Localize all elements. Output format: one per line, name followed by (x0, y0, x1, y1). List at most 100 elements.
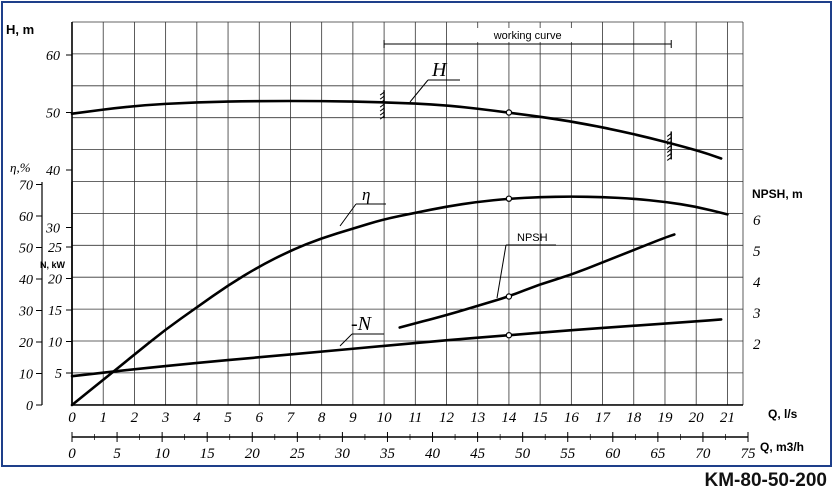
npsh-tick-label: 6 (753, 213, 761, 229)
working-limit-hatch (379, 103, 385, 108)
q-ls-tick-label: 13 (470, 410, 485, 426)
working-limit-hatch (379, 115, 385, 120)
q-m3h-tick-label: 25 (290, 446, 306, 462)
q-ls-tick-label: 9 (349, 410, 357, 426)
operating-point-marker (505, 109, 513, 116)
q-ls-tick-label: 8 (318, 410, 326, 426)
q-ls-tick-label: 10 (377, 410, 393, 426)
n-curve (70, 318, 723, 378)
operating-point-marker (505, 293, 513, 300)
q-m3h-axis-label: Q, m3/h (760, 440, 804, 454)
npsh-tick-label: 3 (752, 306, 761, 322)
working-limit-hatch (666, 137, 672, 141)
operating-point-marker (505, 195, 513, 202)
eta-tick-label: 70 (19, 179, 33, 194)
q-ls-tick-label: 11 (408, 410, 422, 426)
q-ls-tick-label: 4 (193, 410, 201, 426)
h-tick-label: 40 (46, 164, 60, 179)
npsh-curve-label: NPSH (517, 232, 548, 244)
n-curve-label: -N (351, 313, 373, 335)
q-ls-tick-label: 21 (720, 410, 735, 426)
n-label-leader (339, 333, 353, 347)
q-m3h-tick-label: 30 (334, 446, 351, 462)
npsh-label-leader (496, 244, 507, 299)
working-limit-hatch (666, 133, 672, 137)
working-curve-bg (464, 28, 577, 42)
q-m3h-tick-label: 35 (379, 446, 396, 462)
eta-tick-label: 60 (19, 210, 33, 225)
q-ls-tick-label: 3 (161, 410, 170, 426)
chart-border (1, 1, 832, 467)
q-ls-tick-label: 0 (68, 410, 76, 426)
npsh-axis-label: NPSH, m (752, 187, 803, 201)
working-limit-hatch (666, 149, 672, 153)
npsh-tick-label: 5 (753, 244, 761, 260)
working-limit-hatch (666, 145, 672, 149)
q-m3h-tick-label: 45 (470, 446, 486, 462)
q-ls-tick-label: 5 (224, 410, 232, 426)
eta-tick-label: 0 (26, 399, 33, 414)
q-ls-tick-label: 6 (256, 410, 264, 426)
h-tick-label: 50 (46, 107, 60, 122)
operating-point-marker (505, 332, 513, 339)
chart-axes (36, 22, 749, 442)
q-m3h-tick-label: 65 (650, 446, 666, 462)
eta-tick-label: 40 (19, 273, 33, 288)
working-limit-hatch (379, 107, 385, 112)
h-tick-label: 60 (46, 49, 60, 64)
q-ls-tick-label: 20 (689, 410, 705, 426)
n-tick-label: 10 (48, 336, 62, 351)
q-m3h-tick-label: 70 (695, 446, 711, 462)
q-ls-tick-label: 15 (533, 410, 549, 426)
working-limit-hatch (666, 141, 672, 145)
working-limit-hatch (379, 99, 385, 104)
h-curve-label: H (431, 59, 448, 81)
q-ls-tick-label: 19 (657, 410, 673, 426)
q-m3h-tick-label: 60 (605, 446, 621, 462)
eta-tick-label: 10 (19, 368, 33, 383)
q-ls-tick-label: 2 (131, 410, 139, 426)
eta-label-leader (339, 203, 357, 227)
eta-axis-label: η,% (10, 160, 31, 175)
npsh-tick-label: 4 (753, 275, 761, 291)
eta-tick-label: 20 (19, 336, 33, 351)
working-limit-hatch (666, 153, 672, 157)
n-tick-label: 20 (48, 273, 62, 288)
working-limit-hatch (666, 157, 672, 161)
q-ls-tick-label: 16 (564, 410, 580, 426)
q-m3h-tick-label: 20 (245, 446, 261, 462)
q-ls-tick-label: 12 (439, 410, 455, 426)
q-m3h-tick-label: 75 (741, 446, 757, 462)
pump-model-label: KM-80-50-200 (704, 470, 828, 491)
working-limit-hatch (379, 111, 385, 116)
n-axis-label: N, kW (40, 260, 66, 270)
eta-curve-label: η (362, 185, 370, 204)
chart-grid (71, 21, 744, 406)
q-ls-tick-label: 14 (501, 410, 517, 426)
q-m3h-tick-label: 55 (560, 446, 576, 462)
h-tick-label: 30 (45, 222, 60, 237)
n-tick-label: 5 (55, 367, 62, 382)
q-m3h-tick-label: 10 (155, 446, 171, 462)
eta-curve (70, 195, 729, 407)
chart-curves (70, 90, 729, 407)
q-ls-tick-label: 1 (99, 410, 107, 426)
working-curve-label: working curve (493, 30, 562, 42)
n-tick-label: 25 (48, 241, 62, 256)
q-ls-tick-label: 18 (626, 410, 642, 426)
q-ls-tick-label: 7 (287, 410, 296, 426)
npsh-tick-label: 2 (753, 337, 761, 353)
q-m3h-tick-label: 40 (425, 446, 441, 462)
q-m3h-tick-label: 15 (200, 446, 216, 462)
eta-tick-label: 30 (18, 305, 33, 320)
h-axis-label: H, m (6, 22, 34, 37)
h-label-leader (409, 79, 429, 103)
q-ls-tick-label: 17 (595, 410, 612, 426)
q-ls-axis-label: Q, l/s (768, 407, 798, 421)
q-m3h-tick-label: 50 (515, 446, 531, 462)
npsh-curve (398, 233, 676, 329)
q-m3h-tick-label: 5 (113, 446, 121, 462)
n-tick-label: 15 (48, 304, 62, 319)
